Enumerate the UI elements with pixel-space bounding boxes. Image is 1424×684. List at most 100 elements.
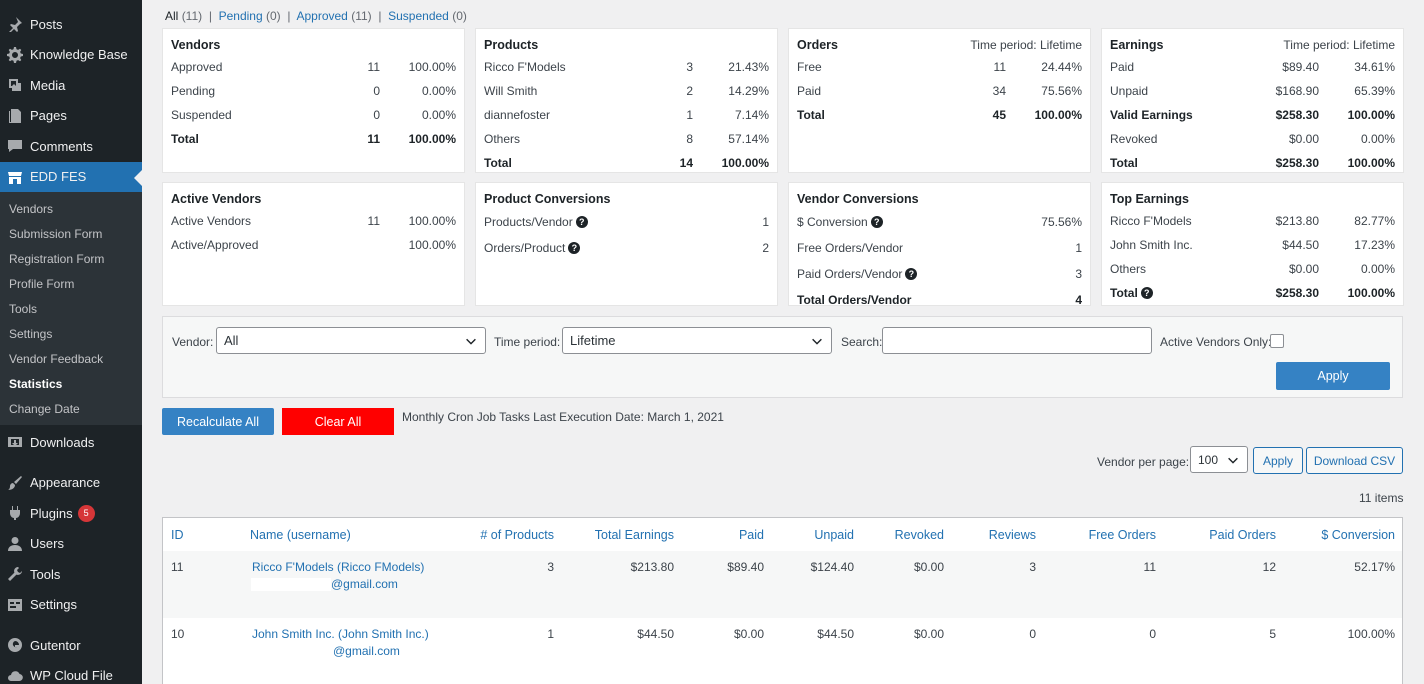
help-icon[interactable]: ?	[1140, 287, 1153, 299]
column-header-of-products[interactable]: # of Products	[480, 528, 554, 542]
stat-label: Others	[484, 132, 521, 146]
stat-count: 1	[686, 108, 693, 122]
stat-label: Free	[797, 60, 822, 74]
menu-item-plugins[interactable]: Plugins 5	[0, 498, 142, 529]
help-icon[interactable]: ?	[568, 242, 581, 254]
stat-count: $0.00	[1288, 262, 1319, 276]
column-header-paid-orders[interactable]: Paid Orders	[1209, 528, 1276, 542]
column-header-name-username[interactable]: Name (username)	[250, 528, 351, 542]
per-page-label: Vendor per page:	[1097, 455, 1190, 469]
menu-item-comments[interactable]: Comments	[0, 131, 142, 162]
submenu-item-registration-form[interactable]: Registration Form	[9, 251, 105, 266]
column-header-id[interactable]: ID	[171, 528, 184, 542]
submenu-item-submission-form[interactable]: Submission Form	[9, 226, 103, 241]
stat-label: Active/Approved	[171, 238, 259, 252]
filter-approved[interactable]: Approved	[296, 9, 348, 23]
column-header-free-orders[interactable]: Free Orders	[1088, 528, 1156, 542]
per-page-apply-button[interactable]: Apply	[1253, 447, 1303, 474]
stat-row: John Smith Inc. $44.50 17.23%	[1102, 233, 1403, 257]
menu-item-settings[interactable]: Settings	[0, 590, 142, 621]
menu-item-edd-fes[interactable]: EDD FES	[0, 161, 142, 192]
vendor-label: Vendor:	[172, 335, 214, 349]
vendor-select[interactable]: All	[216, 327, 486, 354]
card-vendor-conversions: Vendor Conversions $ Conversion? 75.56% Fre…	[788, 182, 1091, 307]
wrench-icon	[6, 565, 24, 583]
column-header-conversion[interactable]: $ Conversion	[1321, 528, 1395, 542]
menu-item-pages[interactable]: Pages	[0, 101, 142, 132]
stat-count: $213.80	[1275, 214, 1319, 228]
menu-label: Settings	[30, 597, 77, 613]
active-only-checkbox[interactable]	[1270, 334, 1284, 348]
update-count-badge: 5	[77, 504, 95, 522]
help-icon[interactable]: ?	[575, 216, 588, 228]
column-header-revoked[interactable]: Revoked	[894, 528, 944, 542]
card-earnings: Earnings Time period: Lifetime Paid $89.40 3…	[1101, 28, 1404, 173]
stat-row: Total 14 100.00%	[476, 151, 777, 175]
stat-percent: 100.00%	[1347, 156, 1395, 170]
per-page-value: 100	[1198, 452, 1219, 467]
clear-all-button[interactable]: Clear All	[282, 408, 394, 435]
menu-item-appearance[interactable]: Appearance	[0, 468, 142, 499]
menu-item-gutentor[interactable]: Gutentor	[0, 630, 142, 661]
period-select-value: Lifetime	[570, 333, 616, 348]
stat-label: Suspended	[171, 108, 232, 122]
filter-suspended[interactable]: Suspended	[388, 9, 449, 23]
search-input[interactable]	[882, 327, 1152, 354]
menu-item-posts[interactable]: Posts	[0, 9, 142, 40]
menu-item-media[interactable]: Media	[0, 70, 142, 101]
stat-label: diannefoster	[484, 108, 551, 122]
stat-row: Valid Earnings $258.30 100.00%	[1102, 103, 1403, 127]
menu-item-tools[interactable]: Tools	[0, 559, 142, 590]
recalculate-all-button[interactable]: Recalculate All	[162, 408, 274, 435]
submenu-item-change-date[interactable]: Change Date	[9, 401, 80, 416]
pin-icon	[6, 15, 24, 33]
stat-percent: 65.39%	[1354, 84, 1395, 98]
vendor-name-link[interactable]: Ricco F'Models (Ricco FModels)	[252, 560, 425, 574]
submenu-item-statistics[interactable]: Statistics	[9, 376, 63, 391]
submenu-item-settings[interactable]: Settings	[9, 326, 53, 341]
menu-item-wp-cloud-file[interactable]: WP Cloud File	[0, 661, 142, 684]
stat-count: $89.40	[1282, 60, 1319, 74]
stat-percent: 100.00%	[408, 132, 456, 146]
menu-label: Tools	[30, 566, 61, 582]
stat-label: Total	[171, 132, 199, 146]
period-select[interactable]: Lifetime	[562, 327, 832, 354]
user-icon	[6, 535, 24, 553]
stat-percent: 17.23%	[1354, 238, 1395, 252]
vendor-table: ID Name (username) # of Products Total Earn…	[162, 517, 1403, 684]
stat-label: Active Vendors	[171, 214, 252, 228]
filter-pending[interactable]: Pending	[218, 9, 263, 23]
vendor-name-link[interactable]: John Smith Inc. (John Smith Inc.)	[252, 627, 429, 641]
column-header-paid[interactable]: Paid	[738, 528, 764, 542]
vendor-email[interactable]: @gmail.com	[333, 644, 400, 658]
card-title: Top Earnings	[1110, 191, 1189, 206]
stat-percent: 100.00%	[721, 156, 769, 170]
vendor-select-value: All	[224, 333, 239, 348]
column-header-unpaid[interactable]: Unpaid	[814, 528, 854, 542]
submenu-item-profile-form[interactable]: Profile Form	[9, 276, 75, 291]
menu-label: Users	[30, 536, 64, 552]
cell-paid: $0.00	[733, 627, 764, 641]
apply-filter-button[interactable]: Apply	[1276, 362, 1390, 390]
filter-all[interactable]: All	[165, 9, 179, 23]
admin-sidebar: Posts Knowledge Base Media Pages Comments ED…	[0, 0, 142, 684]
menu-item-users[interactable]: Users	[0, 529, 142, 560]
help-icon[interactable]: ?	[870, 216, 883, 228]
menu-item-downloads[interactable]: Downloads	[0, 427, 142, 458]
menu-item-knowledge-base[interactable]: Knowledge Base	[0, 40, 142, 71]
cell-paid: $89.40	[727, 560, 764, 574]
submenu-item-tools[interactable]: Tools	[9, 301, 38, 316]
submenu-item-vendor-feedback[interactable]: Vendor Feedback	[9, 351, 104, 366]
vendor-email[interactable]: @gmail.com	[331, 577, 398, 591]
main-content: All (11) | Pending (0) | Approved (11) |…	[142, 0, 1424, 684]
submenu-item-vendors[interactable]: Vendors	[9, 201, 54, 216]
column-header-reviews[interactable]: Reviews	[988, 528, 1036, 542]
stat-row: Orders/Product? 2	[476, 235, 777, 261]
per-page-select[interactable]: 100	[1190, 446, 1248, 473]
column-header-total-earnings[interactable]: Total Earnings	[594, 528, 674, 542]
help-icon[interactable]: ?	[905, 268, 918, 280]
gear-icon	[6, 46, 24, 64]
search-label: Search:	[841, 335, 883, 349]
download-csv-button[interactable]: Download CSV	[1306, 447, 1403, 474]
menu-label: Plugins	[30, 505, 73, 521]
